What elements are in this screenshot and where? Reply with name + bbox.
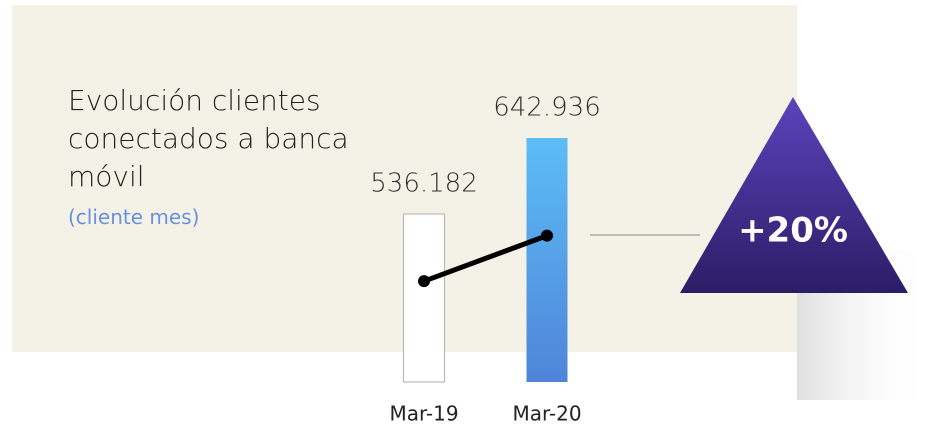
x-tick-label: Mar-19 [389,402,458,426]
value-label: 642.936 [493,93,601,123]
bar [526,138,568,382]
chart-title: Evolución clientes conectados a banca mó… [68,84,349,193]
bar [402,213,446,383]
value-label: 536.182 [370,168,478,198]
chart-subtitle: (cliente mes) [68,205,200,229]
annotation: +20% [738,211,848,251]
trend-line [423,233,548,284]
x-tick-label: Mar-20 [512,402,581,426]
trend-dot [541,229,553,242]
trend-dot [418,275,430,288]
triangle [680,97,908,293]
